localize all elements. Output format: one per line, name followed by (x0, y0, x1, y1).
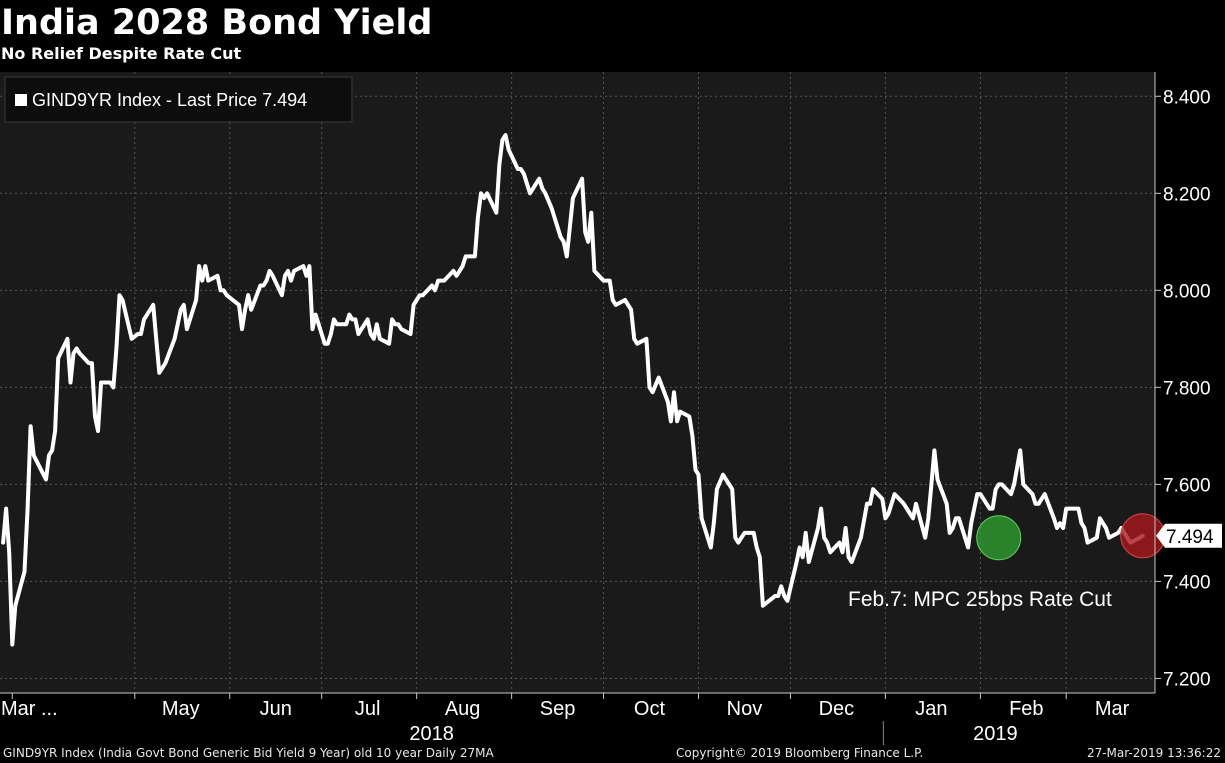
chart: Feb.7: MPC 25bps Rate Cut 7.494 7.200 7.4… (0, 72, 1222, 745)
legend: GIND9YR Index - Last Price 7.494 (4, 76, 353, 123)
series-line (1, 133, 1145, 647)
markers: 7.494 (976, 513, 1222, 561)
legend-label: GIND9YR Index - Last Price 7.494 (32, 90, 307, 110)
x-month-label: Jun (260, 698, 292, 720)
y-tick-label: 8.400 (1163, 87, 1211, 108)
last-price-badge-label: 7.494 (1166, 527, 1214, 548)
x-month-label: May (162, 698, 200, 720)
x-month-label: Dec (819, 698, 855, 720)
y-tick-label: 8.200 (1163, 184, 1211, 205)
y-tick-label: 7.200 (1163, 669, 1211, 690)
y-axis: 7.200 7.400 7.600 7.800 8.000 8.200 8.400 (1155, 87, 1211, 690)
annotations: Feb.7: MPC 25bps Rate Cut (848, 588, 1112, 611)
grid (0, 72, 1155, 693)
y-tick-label: 8.000 (1163, 281, 1211, 302)
annotation-rate-cut-label: Feb.7: MPC 25bps Rate Cut (848, 588, 1112, 611)
last-price-badge (1156, 523, 1222, 548)
legend-swatch (15, 94, 27, 106)
plot-area (0, 72, 1155, 693)
y-tick-label: 7.800 (1163, 378, 1211, 399)
footer-copyright: Copyright© 2019 Bloomberg Finance L.P. (676, 746, 924, 760)
footer-description: GIND9YR Index (India Govt Bond Generic B… (3, 746, 494, 760)
x-month-label: Feb (1009, 698, 1043, 720)
legend-box (4, 76, 353, 123)
x-month-label: Jul (355, 698, 381, 720)
y-tick-label: 7.600 (1163, 475, 1211, 496)
rate-cut-marker (976, 515, 1022, 561)
x-month-label: Aug (445, 698, 481, 720)
x-month-label: Oct (634, 698, 666, 720)
chart-subtitle: No Relief Despite Rate Cut (1, 44, 242, 63)
footer-timestamp: 27-Mar-2019 13:36:22 (1086, 746, 1221, 760)
x-month-label: Mar (1095, 698, 1130, 720)
x-month-label: Mar ... (1, 698, 58, 720)
x-month-label: Jan (915, 698, 947, 720)
x-year-label: 2018 (409, 723, 454, 745)
x-month-label: Sep (540, 698, 576, 720)
y-tick-label: 7.400 (1163, 572, 1211, 593)
chart-title: India 2028 Bond Yield (1, 3, 433, 43)
x-month-label: Nov (727, 698, 763, 720)
x-year-label: 2019 (973, 723, 1018, 745)
x-axis: Mar ... May Jun Jul Aug Sep Oct Nov Dec Jan Feb Mar… (1, 693, 1130, 745)
